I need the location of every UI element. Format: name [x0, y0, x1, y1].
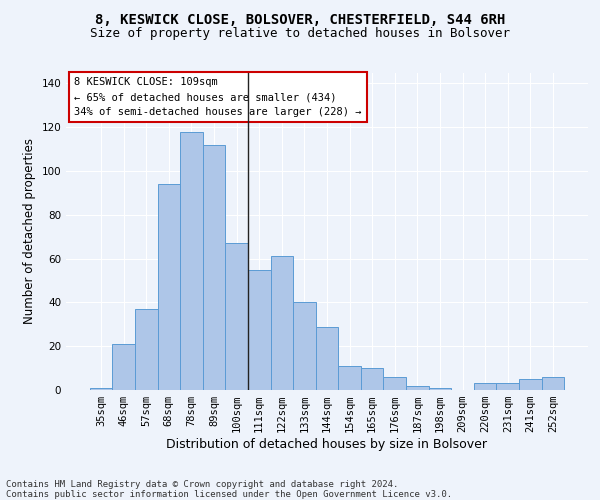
Bar — [203, 145, 226, 390]
X-axis label: Distribution of detached houses by size in Bolsover: Distribution of detached houses by size … — [167, 438, 487, 451]
Bar — [180, 132, 203, 390]
Bar — [542, 377, 564, 390]
Text: 8, KESWICK CLOSE, BOLSOVER, CHESTERFIELD, S44 6RH: 8, KESWICK CLOSE, BOLSOVER, CHESTERFIELD… — [95, 12, 505, 26]
Bar — [316, 326, 338, 390]
Y-axis label: Number of detached properties: Number of detached properties — [23, 138, 36, 324]
Bar — [383, 377, 406, 390]
Bar — [406, 386, 428, 390]
Bar — [519, 379, 542, 390]
Bar — [474, 384, 496, 390]
Bar — [135, 309, 158, 390]
Bar — [293, 302, 316, 390]
Bar — [248, 270, 271, 390]
Text: Size of property relative to detached houses in Bolsover: Size of property relative to detached ho… — [90, 28, 510, 40]
Text: Contains HM Land Registry data © Crown copyright and database right 2024.
Contai: Contains HM Land Registry data © Crown c… — [6, 480, 452, 499]
Text: 8 KESWICK CLOSE: 109sqm
← 65% of detached houses are smaller (434)
34% of semi-d: 8 KESWICK CLOSE: 109sqm ← 65% of detache… — [74, 78, 361, 117]
Bar — [158, 184, 180, 390]
Bar — [90, 388, 112, 390]
Bar — [361, 368, 383, 390]
Bar — [428, 388, 451, 390]
Bar — [226, 244, 248, 390]
Bar — [496, 384, 519, 390]
Bar — [338, 366, 361, 390]
Bar — [271, 256, 293, 390]
Bar — [112, 344, 135, 390]
